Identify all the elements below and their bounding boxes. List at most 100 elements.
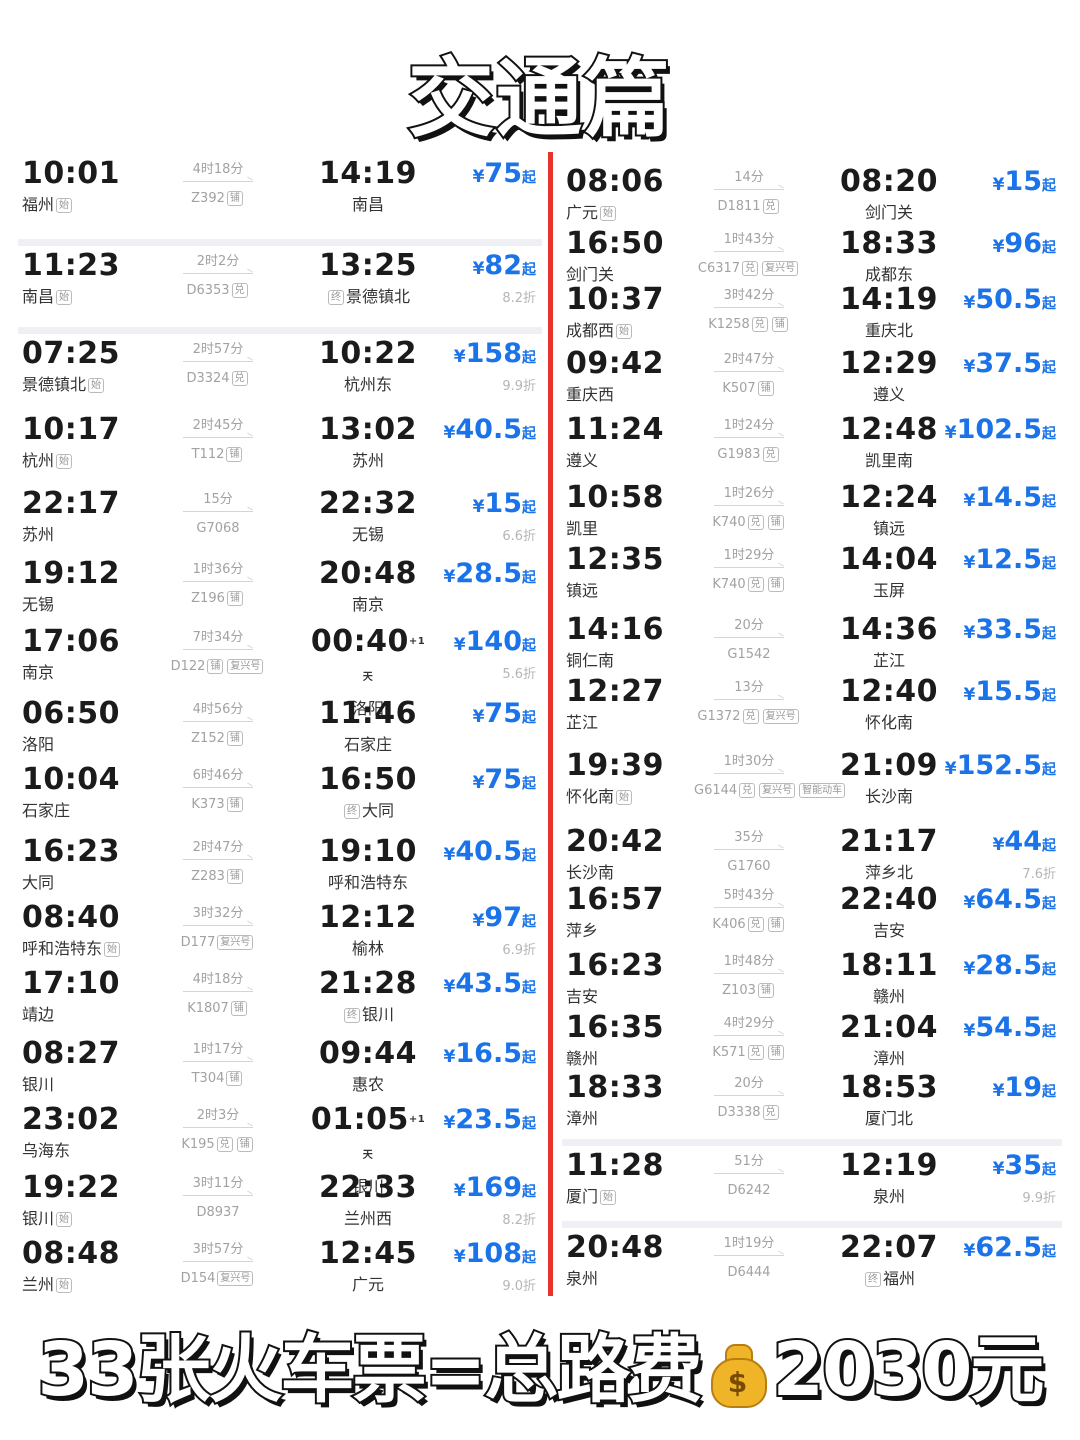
train-info: 1时26分 K740 兑铺 <box>694 486 804 531</box>
currency-symbol: ¥ <box>963 959 976 979</box>
arrival-block: 08:20 剑门关 <box>824 164 954 224</box>
arrival-time-value: 14:36 <box>840 612 938 647</box>
train-type-badge: 兑 <box>751 317 768 332</box>
price-block: ¥35起 9.9折 <box>926 1148 1056 1208</box>
arrival-station: 终银川 <box>308 1004 428 1026</box>
arrival-time-value: 22:32 <box>319 486 417 521</box>
trip-duration: 6时46分 <box>192 768 244 783</box>
departure-station: 镇远 <box>566 580 746 602</box>
arrival-time-value: 12:45 <box>319 1236 417 1271</box>
price-value: 40.5 <box>455 836 522 867</box>
price-block: ¥15起 6.6折 <box>406 486 536 546</box>
price-value: 33.5 <box>975 614 1042 645</box>
arrival-station-name: 惠农 <box>351 1075 384 1094</box>
price-block: ¥19起 <box>926 1070 1056 1110</box>
price-value: 37.5 <box>975 348 1042 379</box>
arrival-station-name: 芷江 <box>872 651 905 670</box>
arrival-time-value: 00:40 <box>310 624 409 659</box>
money-bag-icon: $ <box>707 1342 767 1409</box>
direction-arrow-icon <box>714 849 784 850</box>
next-day-marker: +1天 <box>362 636 426 683</box>
discount-label: 6.6折 <box>502 529 536 544</box>
arrival-time-value: 14:19 <box>319 156 417 191</box>
currency-symbol: ¥ <box>963 1241 976 1261</box>
train-number-line: G1542 <box>694 647 804 663</box>
trip-duration: 2时47分 <box>723 352 775 367</box>
departure-time: 19:39 <box>566 748 664 783</box>
terminal-badge: 终 <box>864 1272 881 1287</box>
ticket-price: ¥23.5起 <box>406 1102 536 1142</box>
arrival-time: 11:46 <box>308 696 428 732</box>
currency-symbol: ¥ <box>443 423 456 443</box>
departure-station: 芷江 <box>566 712 746 734</box>
train-number: C6317 <box>697 261 741 276</box>
arrival-block: 14:36 芷江 <box>824 612 954 672</box>
departure-station: 洛阳 <box>22 734 202 756</box>
price-suffix: 起 <box>522 848 536 864</box>
train-number: T304 <box>191 1071 225 1086</box>
arrival-time: 22:40 <box>824 882 954 918</box>
departure-time: 10:58 <box>566 480 664 515</box>
arrival-station-name: 大同 <box>361 801 394 820</box>
direction-arrow-icon <box>183 581 253 582</box>
train-number-line: D1811 兑 <box>694 199 804 215</box>
train-info: 1时19分 D6444 <box>694 1236 804 1281</box>
arrival-block: 19:10 呼和浩特东 <box>308 834 428 894</box>
arrival-time: 22:33 <box>308 1170 428 1206</box>
train-type-badge: 铺 <box>226 869 243 884</box>
departure-block: 11:24 遵义 <box>566 412 746 472</box>
train-number-line: K1807 铺 <box>168 1001 268 1017</box>
train-type-badge: 复兴号 <box>759 783 796 798</box>
train-number: G1760 <box>727 859 771 874</box>
currency-symbol: ¥ <box>992 237 1005 257</box>
train-number-line: D3338 兑 <box>694 1105 804 1121</box>
train-number: G6144 <box>694 783 738 798</box>
departure-time: 08:48 <box>22 1236 120 1271</box>
price-suffix: 起 <box>1042 1162 1056 1178</box>
train-info: 1时48分 Z103 铺 <box>694 954 804 999</box>
trip-duration: 3时57分 <box>192 1242 244 1257</box>
departure-block: 18:33 漳州 <box>566 1070 746 1130</box>
price-suffix: 起 <box>1042 556 1056 572</box>
arrival-station-name: 怀化南 <box>864 713 913 732</box>
arrival-station-name: 剑门关 <box>864 203 913 222</box>
currency-symbol: ¥ <box>944 423 957 443</box>
arrival-time-value: 14:19 <box>840 282 938 317</box>
price-value: 12.5 <box>975 544 1042 575</box>
train-number: Z152 <box>191 731 225 746</box>
ticket-price: ¥15.5起 <box>926 674 1056 714</box>
arrival-time-value: 12:40 <box>840 674 938 709</box>
train-type-badge: 铺 <box>757 983 774 998</box>
train-info: 4时29分 K571 兑铺 <box>694 1016 804 1061</box>
train-type-badge: 铺 <box>207 659 224 674</box>
direction-arrow-icon <box>714 1173 784 1174</box>
arrival-time: 14:19 <box>824 282 954 318</box>
arrival-block: 12:48 凯里南 <box>824 412 954 472</box>
price-value: 19 <box>1004 1072 1042 1103</box>
train-type-badge: 兑 <box>742 261 759 276</box>
train-type-badge: 铺 <box>767 515 784 530</box>
trip-duration: 1时36分 <box>192 562 244 577</box>
train-info: 14分 D1811 兑 <box>694 170 804 215</box>
price-suffix: 起 <box>522 776 536 792</box>
departure-time: 16:23 <box>22 834 120 869</box>
departure-station: 成都西始 <box>566 320 746 342</box>
departure-station: 南昌始 <box>22 286 202 308</box>
train-type-badge: 兑 <box>747 917 764 932</box>
origin-badge: 始 <box>600 206 617 221</box>
arrival-time-value: 18:33 <box>840 226 938 261</box>
train-number: K740 <box>712 577 746 592</box>
departure-time: 16:35 <box>566 1010 664 1045</box>
train-info: 35分 G1760 <box>694 830 804 875</box>
train-number-line: D6242 <box>694 1183 804 1199</box>
price-block: ¥43.5起 <box>406 966 536 1006</box>
arrival-time-value: 21:28 <box>319 966 417 1001</box>
price-value: 169 <box>465 1172 522 1203</box>
departure-station: 萍乡 <box>566 920 746 942</box>
departure-time: 14:16 <box>566 612 664 647</box>
departure-station: 长沙南 <box>566 862 746 884</box>
arrival-time: 12:40 <box>824 674 954 710</box>
departure-station-name: 景德镇北 <box>22 375 87 394</box>
price-suffix: 起 <box>1042 962 1056 978</box>
departure-station-name: 乌海东 <box>22 1141 71 1160</box>
